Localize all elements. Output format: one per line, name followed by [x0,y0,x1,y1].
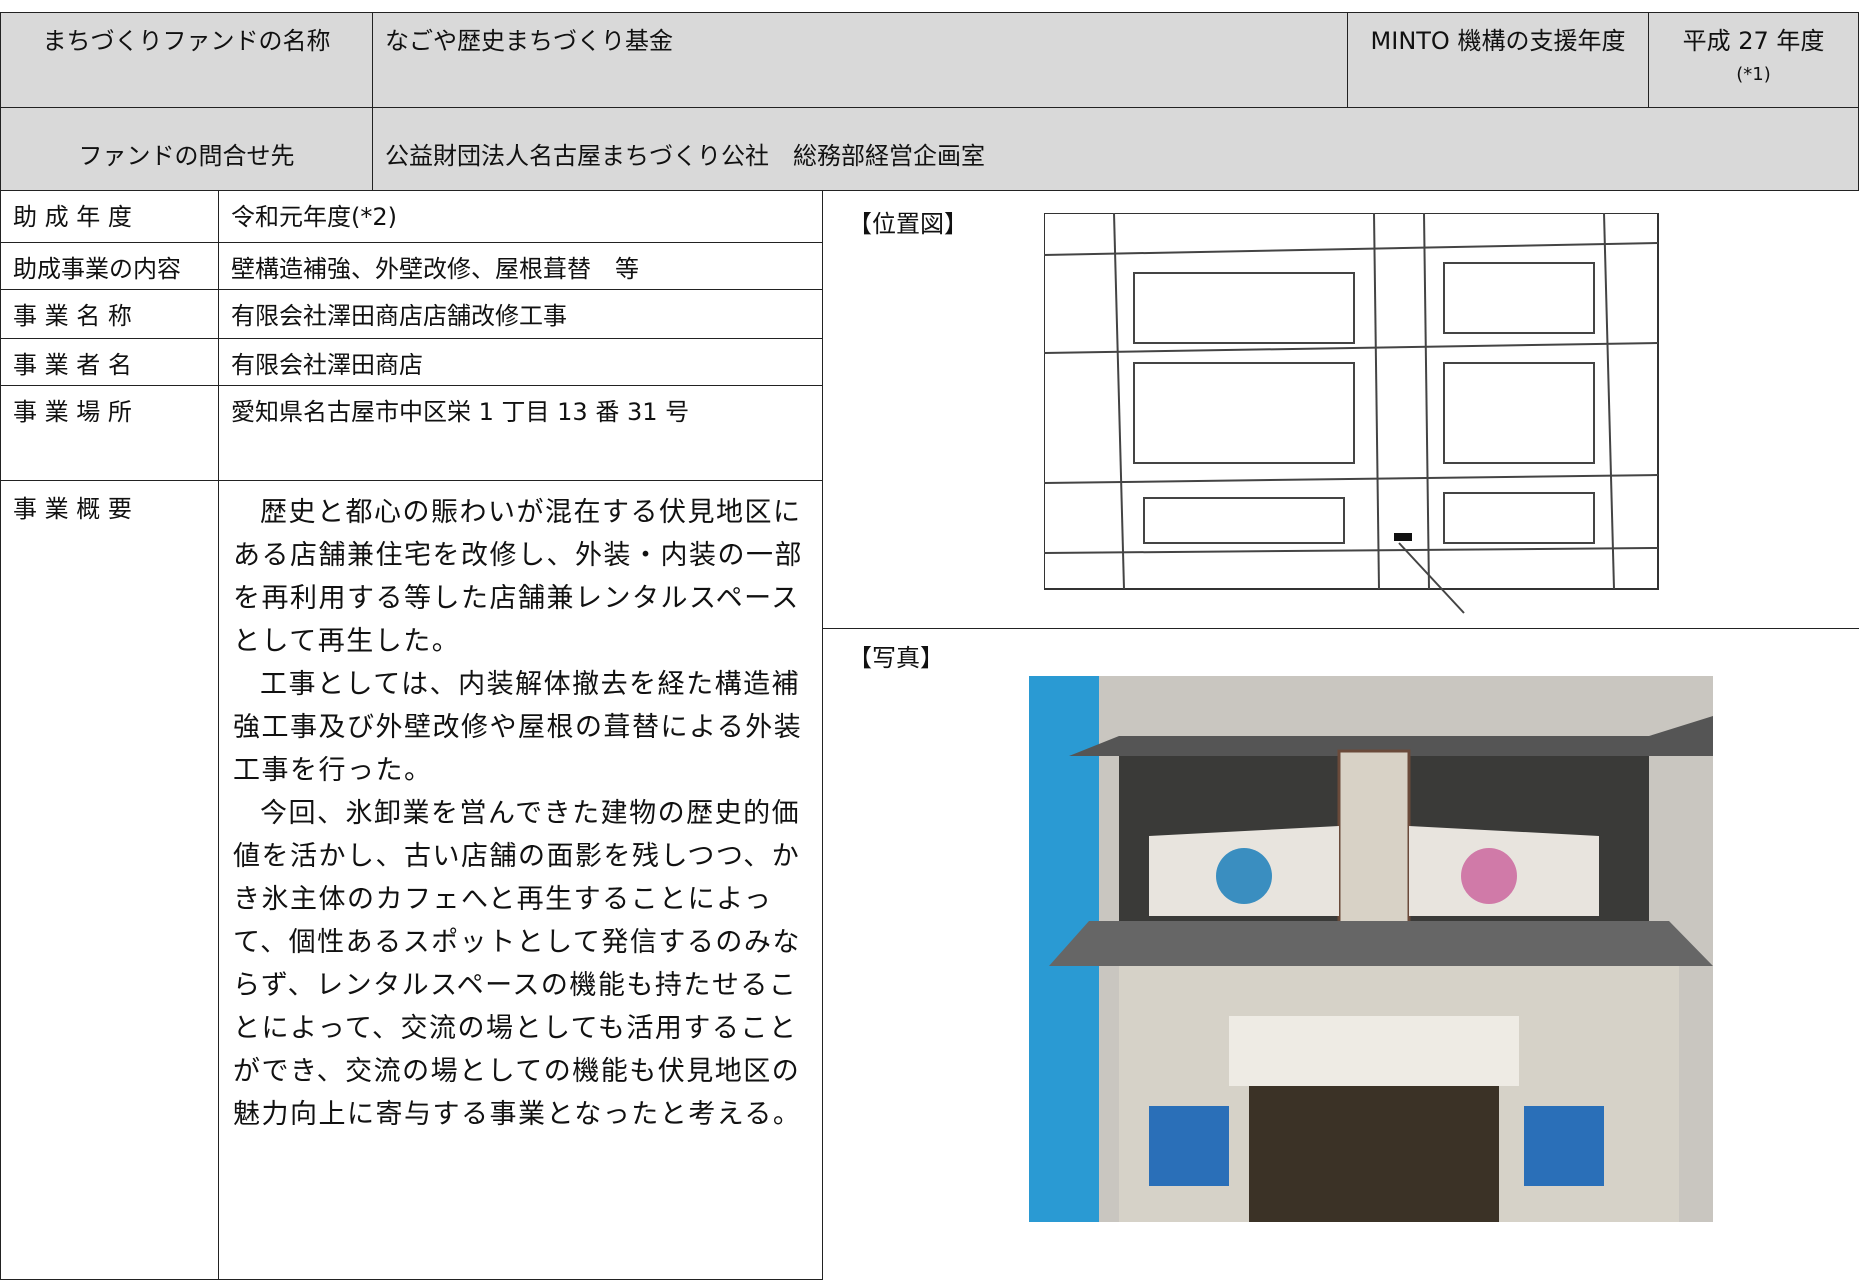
label-cell: 助 成 年 度 [0,190,219,243]
header-cell: 平成 27 年度 (*1) [1648,12,1859,108]
value-cell: 令和元年度(*2) [218,190,823,243]
photo-image [1029,676,1713,1222]
map-image [1044,213,1659,614]
summary-paragraph: 歴史と都心の賑わいが混在する伏見地区にある店舗兼住宅を改修し、外装・内装の一部を… [233,497,803,657]
photo-label: 【写真】 [848,644,944,672]
header-cell: MINTO 機構の支援年度 [1347,12,1649,108]
header-cell: 公益財団法人名古屋まちづくり公社 総務部経営企画室 [372,107,1859,191]
year: 平成 27 年度 [1682,27,1825,55]
summary-paragraph: 今回、氷卸業を営んできた建物の歴史的価値を活かし、古い店舗の面影を残しつつ、かき… [233,798,802,1130]
label-cell: 助成事業の内容 [0,242,219,290]
header-cell: ファンドの問合せ先 [0,107,373,191]
value-cell: 壁構造補強、外壁改修、屋根葺替 等 [218,242,823,290]
label-cell: 事 業 者 名 [0,338,219,386]
label-cell: 事 業 名 称 [0,289,219,339]
header-cell: まちづくりファンドの名称 [0,12,373,108]
note: (*1) [1736,64,1771,85]
summary-paragraph: 工事としては、内装解体撤去を経た構造補強工事及び外壁改修や屋根の葺替による外装工… [233,669,803,786]
value-cell: 有限会社澤田商店店舗改修工事 [218,289,823,339]
divider [822,628,1859,629]
value-cell: 愛知県名古屋市中区栄 1 丁目 13 番 31 号 [218,385,823,481]
label-cell: 事 業 場 所 [0,385,219,481]
summary-cell: 歴史と都心の賑わいが混在する伏見地区にある店舗兼住宅を改修し、外装・内装の一部を… [218,480,823,1280]
header-cell: なごや歴史まちづくり基金 [372,12,1348,108]
map-label: 【位置図】 [848,210,968,238]
value-cell: 有限会社澤田商店 [218,338,823,386]
label-cell: 事 業 概 要 [0,480,219,1280]
